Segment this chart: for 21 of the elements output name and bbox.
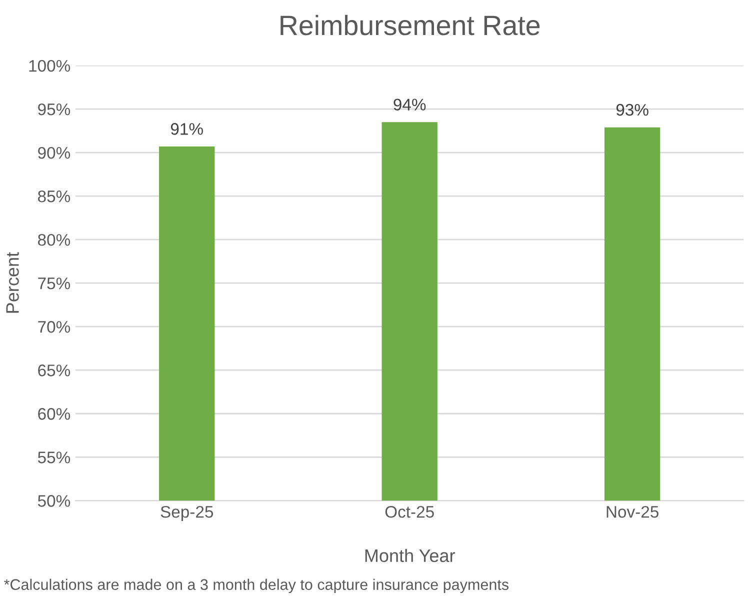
y-tick-label: 70% <box>38 321 70 333</box>
y-tick-label: 80% <box>38 234 70 246</box>
y-tick-label: 60% <box>38 408 70 420</box>
y-tick-label: 85% <box>38 190 70 202</box>
x-tick-label: Nov-25 <box>606 506 658 518</box>
y-tick-label: 90% <box>38 146 70 159</box>
y-tick-label: 100% <box>29 60 70 72</box>
x-tick-label: Oct-25 <box>385 506 434 518</box>
y-tick-label: 50% <box>38 495 70 507</box>
x-tick-label: Sep-25 <box>160 506 214 522</box>
y-tick-label: 65% <box>38 364 70 376</box>
y-tick-label: 75% <box>38 278 70 290</box>
y-axis-title: Percent <box>6 252 19 313</box>
y-tick-label: 55% <box>38 452 70 464</box>
y-tick-label: 95% <box>38 103 70 116</box>
x-axis-title: Month Year <box>365 548 455 562</box>
data-label: 94% <box>394 98 426 110</box>
text: *Calculations are made on a 3 month delay to capture insurance payments <box>4 578 509 594</box>
data-label: 91% <box>170 123 203 135</box>
data-label: 93% <box>616 104 648 116</box>
chart-title: Reimbursement Rate <box>280 14 540 36</box>
